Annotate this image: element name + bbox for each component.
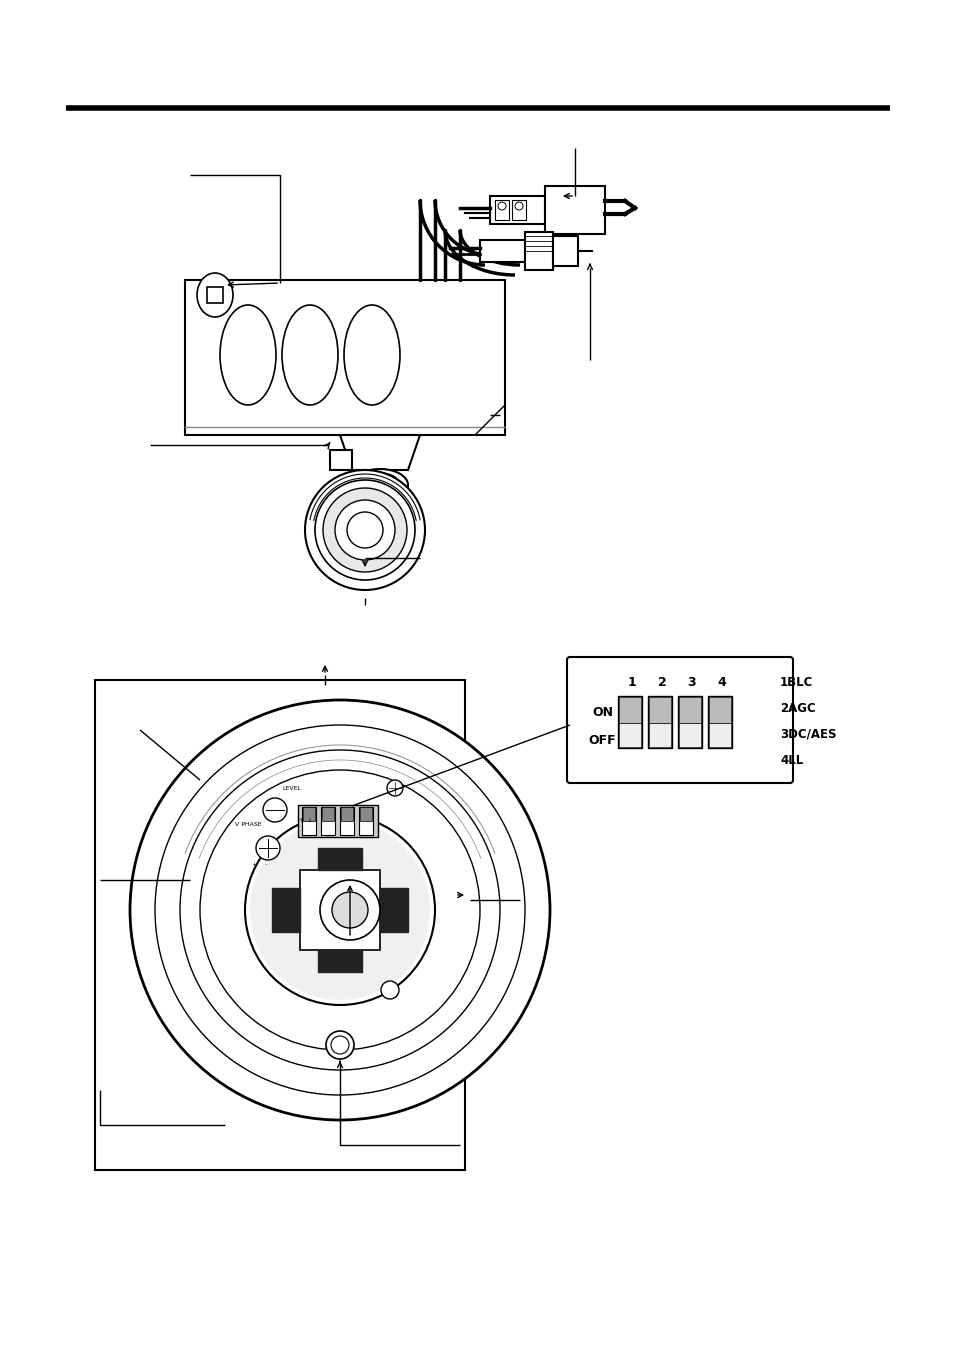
Circle shape bbox=[263, 798, 287, 822]
Ellipse shape bbox=[359, 473, 399, 498]
Bar bbox=[512, 200, 525, 220]
Ellipse shape bbox=[344, 306, 399, 406]
Circle shape bbox=[255, 836, 280, 860]
Bar bbox=[339, 807, 354, 836]
Circle shape bbox=[314, 480, 415, 580]
Ellipse shape bbox=[352, 469, 408, 502]
Bar bbox=[524, 233, 553, 270]
Circle shape bbox=[387, 780, 402, 796]
Polygon shape bbox=[339, 435, 419, 470]
Circle shape bbox=[326, 1032, 354, 1059]
Text: ON: ON bbox=[592, 706, 613, 718]
Circle shape bbox=[332, 892, 368, 927]
Bar bbox=[553, 237, 578, 266]
Bar bbox=[340, 807, 353, 821]
Bar bbox=[297, 804, 377, 837]
Bar bbox=[272, 888, 299, 932]
Circle shape bbox=[180, 750, 499, 1069]
Circle shape bbox=[245, 815, 435, 1005]
Bar bbox=[358, 807, 373, 836]
Bar bbox=[379, 888, 408, 932]
Bar bbox=[679, 723, 700, 748]
Circle shape bbox=[285, 854, 395, 965]
Circle shape bbox=[130, 700, 550, 1119]
Bar bbox=[618, 698, 640, 723]
Bar bbox=[679, 698, 700, 723]
Circle shape bbox=[331, 1036, 349, 1055]
Circle shape bbox=[319, 880, 379, 940]
Bar bbox=[299, 869, 379, 950]
Text: 3DC/AES: 3DC/AES bbox=[780, 727, 836, 741]
Bar bbox=[648, 723, 670, 748]
Bar bbox=[647, 696, 671, 748]
Bar bbox=[648, 698, 670, 723]
Circle shape bbox=[200, 771, 479, 1051]
Bar bbox=[678, 696, 701, 748]
Text: 1: 1 bbox=[627, 676, 636, 688]
Bar bbox=[207, 287, 223, 303]
Text: OFF: OFF bbox=[587, 734, 615, 746]
Bar bbox=[708, 723, 730, 748]
Bar bbox=[707, 696, 731, 748]
Bar bbox=[320, 807, 335, 836]
Circle shape bbox=[347, 512, 382, 548]
Text: 2AGC: 2AGC bbox=[780, 702, 815, 714]
Bar bbox=[708, 698, 730, 723]
Ellipse shape bbox=[282, 306, 337, 406]
Bar bbox=[618, 696, 641, 748]
Bar bbox=[479, 241, 524, 262]
Bar bbox=[330, 450, 352, 470]
Bar bbox=[544, 187, 604, 234]
Text: V PHASE: V PHASE bbox=[234, 822, 261, 827]
Bar bbox=[490, 196, 544, 224]
Bar bbox=[95, 680, 464, 1169]
Text: +    -: + - bbox=[252, 863, 268, 867]
Text: 1BLC: 1BLC bbox=[780, 676, 813, 688]
Circle shape bbox=[323, 488, 407, 572]
Text: 4LL: 4LL bbox=[780, 753, 802, 767]
Text: H    L: H L bbox=[297, 818, 312, 823]
Text: LEVEL: LEVEL bbox=[282, 786, 301, 791]
Ellipse shape bbox=[220, 306, 275, 406]
Bar bbox=[618, 723, 640, 748]
Text: 3: 3 bbox=[687, 676, 696, 688]
Circle shape bbox=[250, 821, 430, 1000]
Bar bbox=[302, 807, 315, 836]
Bar bbox=[185, 280, 504, 435]
Bar bbox=[317, 950, 361, 972]
Circle shape bbox=[305, 470, 424, 589]
Circle shape bbox=[335, 500, 395, 560]
Text: 4: 4 bbox=[717, 676, 725, 688]
Bar bbox=[359, 807, 372, 821]
Circle shape bbox=[154, 725, 524, 1095]
Ellipse shape bbox=[196, 273, 233, 316]
Text: 2: 2 bbox=[657, 676, 666, 688]
Circle shape bbox=[380, 982, 398, 999]
FancyBboxPatch shape bbox=[566, 657, 792, 783]
Bar bbox=[317, 848, 361, 869]
Bar bbox=[322, 807, 334, 821]
Circle shape bbox=[497, 201, 505, 210]
Bar bbox=[303, 807, 314, 821]
Circle shape bbox=[515, 201, 522, 210]
Bar bbox=[495, 200, 509, 220]
